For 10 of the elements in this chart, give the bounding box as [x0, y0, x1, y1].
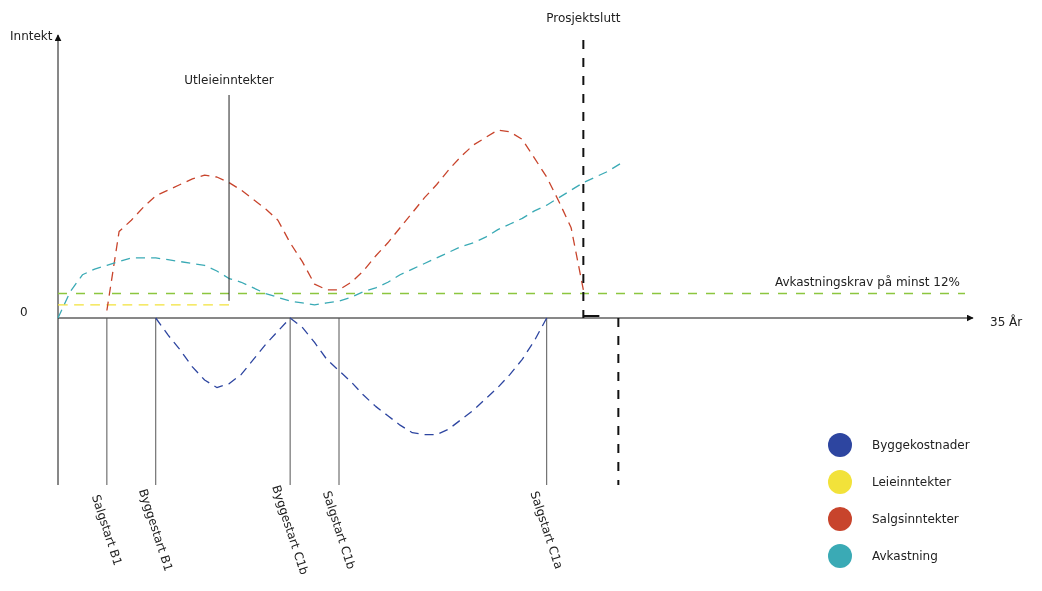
legend-label: Byggekostnader [872, 438, 970, 452]
text: 0 [20, 305, 28, 319]
text: 35 År [990, 314, 1023, 329]
annotation: Utleieinntekter [184, 73, 274, 87]
text: Inntekt [10, 29, 53, 43]
ref-line-label: Avkastningskrav på minst 12% [774, 274, 960, 289]
legend-label: Leieinntekter [872, 475, 952, 489]
legend-label: Salgsinntekter [872, 512, 959, 526]
text: Prosjektslutt [546, 11, 621, 25]
legend-label: Avkastning [872, 549, 938, 563]
